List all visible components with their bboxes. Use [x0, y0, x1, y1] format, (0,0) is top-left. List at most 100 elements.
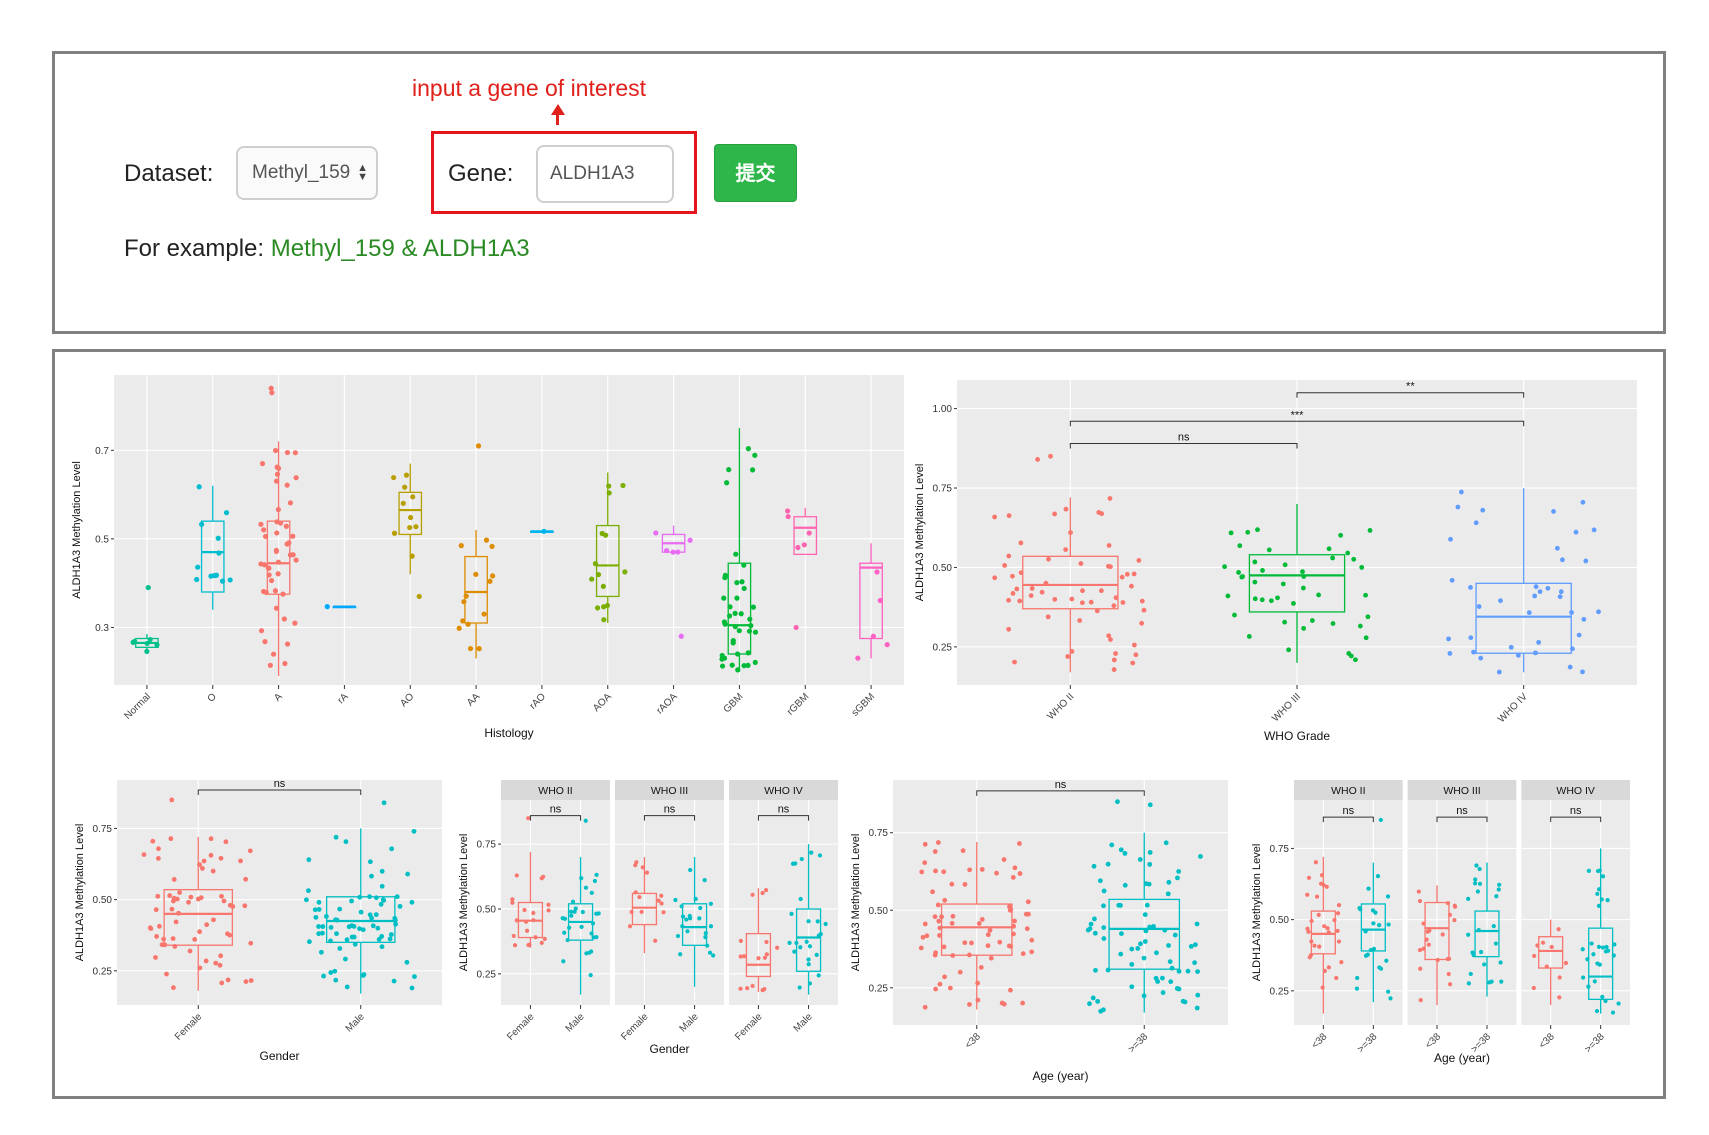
data-point — [1063, 506, 1069, 512]
data-point — [400, 500, 406, 506]
data-point — [1573, 529, 1579, 535]
data-point — [304, 897, 309, 903]
data-point — [1466, 896, 1471, 901]
data-point — [1154, 950, 1159, 956]
data-point — [994, 870, 999, 876]
data-point — [1489, 979, 1494, 984]
data-point — [1176, 968, 1182, 974]
data-point — [391, 978, 397, 984]
data-point — [192, 937, 198, 942]
facet-strip — [1294, 780, 1403, 800]
data-point — [1120, 600, 1126, 605]
annotation-arrow-stem — [556, 114, 559, 125]
data-point — [213, 960, 219, 966]
data-point — [1532, 953, 1537, 959]
data-point — [1195, 969, 1201, 974]
data-point — [1452, 904, 1458, 909]
box-iqr — [793, 516, 818, 556]
data-point — [1260, 568, 1265, 573]
data-point — [270, 651, 277, 657]
facet-panel-background — [1521, 800, 1630, 1025]
facet-box->=38 — [1580, 848, 1621, 1015]
box-iqr — [595, 524, 620, 598]
data-point — [573, 906, 578, 911]
data-point — [1012, 865, 1018, 871]
data-point — [976, 921, 982, 926]
data-point — [510, 897, 515, 902]
data-point — [1006, 597, 1012, 603]
facet-box-Male — [560, 818, 601, 995]
data-point — [1305, 892, 1310, 897]
data-point — [208, 852, 214, 858]
data-point — [1496, 669, 1502, 675]
data-point — [397, 903, 403, 909]
data-point — [1596, 903, 1602, 908]
data-point — [1029, 937, 1035, 943]
data-point — [334, 931, 339, 937]
age-box->=38 — [1085, 799, 1203, 1014]
data-point — [1118, 951, 1124, 957]
data-point — [1551, 508, 1556, 514]
x-axis-title: Gender — [259, 1049, 299, 1063]
data-point — [1167, 959, 1173, 964]
data-point — [1268, 598, 1274, 604]
data-point — [1557, 975, 1562, 980]
data-point — [1427, 928, 1432, 933]
data-point — [259, 461, 266, 467]
data-point — [1198, 854, 1203, 859]
data-point — [262, 639, 268, 645]
data-point — [1093, 967, 1098, 973]
data-point — [1605, 898, 1610, 903]
box-iqr — [1475, 582, 1572, 654]
significance-bracket-label: ns — [1055, 779, 1067, 791]
data-point — [512, 943, 518, 948]
dataset-select[interactable]: Methyl_159 ▲ ▼ — [236, 146, 378, 200]
data-point — [738, 611, 744, 617]
data-point — [542, 936, 547, 941]
data-point — [1119, 574, 1125, 580]
data-point — [1180, 998, 1186, 1004]
data-point — [483, 537, 490, 543]
data-point — [985, 932, 991, 938]
histology-box-Normal — [130, 584, 160, 655]
data-point — [1029, 949, 1035, 955]
data-point — [1417, 947, 1423, 953]
outlier-point — [793, 624, 799, 631]
data-point — [644, 870, 650, 875]
data-point — [1118, 847, 1124, 853]
data-point — [792, 949, 797, 954]
data-point — [1604, 944, 1609, 950]
data-point — [741, 663, 747, 669]
data-point — [752, 659, 758, 665]
data-point — [1105, 967, 1111, 973]
data-point — [467, 645, 474, 652]
data-point — [458, 543, 464, 549]
gene-input[interactable]: ALDH1A3 — [536, 145, 674, 203]
box-iqr — [859, 562, 883, 640]
data-point — [1363, 635, 1369, 641]
data-point — [1239, 574, 1245, 580]
data-point — [1440, 932, 1445, 937]
data-point — [1536, 639, 1542, 645]
data-point — [620, 482, 626, 489]
data-point — [1313, 860, 1319, 865]
data-point — [337, 906, 343, 912]
submit-button[interactable]: 提交 — [714, 144, 797, 202]
data-point — [804, 939, 809, 944]
data-point — [306, 857, 312, 863]
data-point — [1473, 520, 1479, 526]
data-point — [745, 446, 752, 452]
data-point — [687, 913, 692, 919]
facet-strip — [501, 780, 610, 800]
data-point — [1237, 543, 1243, 549]
facet-who-iii: WHO III ns Female Male — [615, 780, 724, 1043]
data-point — [210, 868, 216, 874]
data-point — [918, 945, 924, 951]
data-point — [745, 662, 751, 668]
box-iqr — [464, 555, 488, 624]
facet-box-Female — [510, 816, 551, 948]
x-tick-label: WHO II — [1045, 691, 1076, 722]
data-point — [1101, 888, 1107, 894]
outlier-point — [526, 816, 531, 821]
example-value-link[interactable]: Methyl_159 & ALDH1A3 — [270, 235, 530, 262]
